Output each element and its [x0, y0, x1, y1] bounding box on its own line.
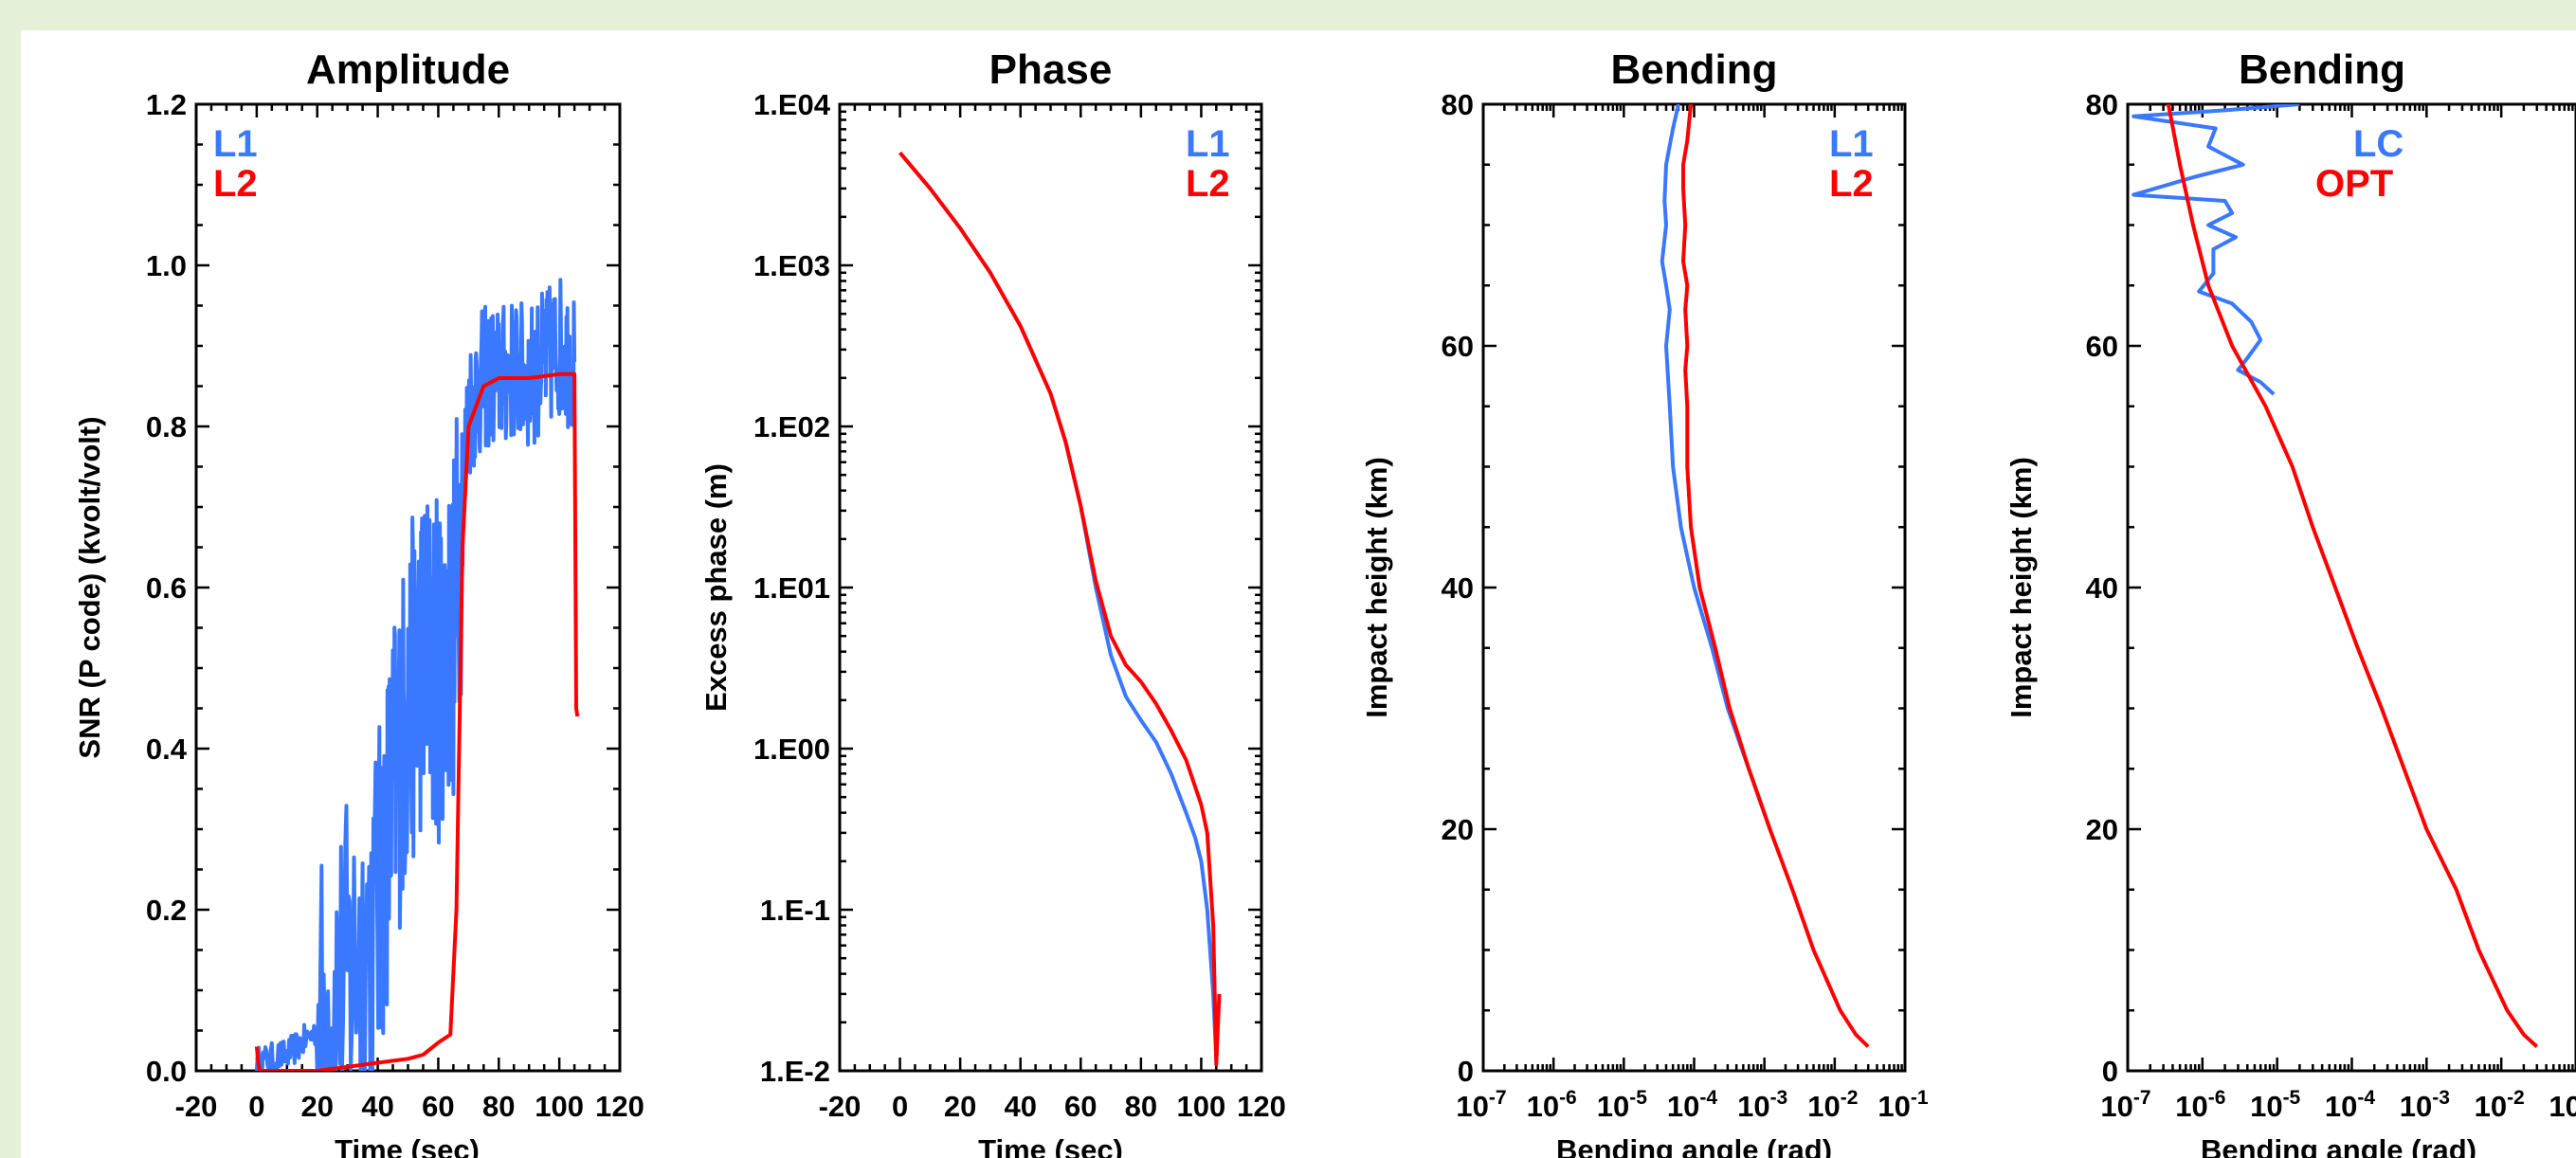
x-tick-label: 80: [482, 1090, 515, 1123]
x-tick-label: 120: [595, 1090, 644, 1123]
y-axis-label: Impact height (km): [2005, 457, 2038, 718]
y-axis-label: SNR (P code) (kvolt/volt): [73, 416, 106, 758]
x-tick-label: -20: [819, 1090, 862, 1123]
y-tick-label: 80: [1442, 88, 1474, 121]
y-tick-label: 20: [2086, 813, 2118, 846]
x-tick-label: 10-6: [1527, 1087, 1577, 1123]
x-tick-label: 10-1: [1878, 1087, 1928, 1123]
y-axis-label: Impact height (km): [1360, 457, 1393, 718]
chart-panel-4: Bending 10-7 10-6 10-5 10-4 10-3 10-2 10-1 0 20 40…: [2005, 46, 2576, 1158]
series-group: [1660, 104, 1870, 1048]
chart-title: Amplitude: [306, 46, 510, 93]
x-tick-label: 10-4: [1667, 1087, 1717, 1123]
y-tick-label: 0: [1458, 1055, 1474, 1088]
y-tick-label: 80: [2086, 88, 2118, 121]
x-tick-label: 40: [1004, 1090, 1036, 1123]
y-tick-label: 0: [2102, 1055, 2118, 1088]
legend-label-l1: L1: [1829, 123, 1874, 165]
chart-title: Bending: [1611, 46, 1778, 93]
x-tick-label: 0: [892, 1090, 908, 1123]
chart-panel-2: Phase -20 0 20 40 60 80 100 120 1.E-2 1.E-1 1.E00 1.…: [699, 46, 1286, 1158]
plot-frame: [838, 102, 1263, 1073]
legend-label-l2: L2: [1829, 163, 1874, 205]
x-tick-label: 10-3: [2400, 1087, 2450, 1123]
x-tick-label: 10-5: [1597, 1087, 1647, 1123]
x-tick-label: 0: [248, 1090, 264, 1123]
x-tick-label: 10-1: [2549, 1087, 2576, 1123]
x-tick-label: 80: [1125, 1090, 1157, 1123]
y-tick-label: 0.2: [146, 894, 187, 927]
series-line-lc: [2132, 104, 2300, 396]
x-tick-label: 120: [1237, 1090, 1286, 1123]
y-tick-label: 0.6: [146, 571, 187, 605]
x-tick-label: 100: [535, 1090, 584, 1123]
legend-label-l1: L1: [1186, 123, 1230, 165]
y-tick-label: 1.E04: [753, 88, 831, 121]
x-tick-label: 10-2: [2475, 1087, 2525, 1123]
x-tick-label: 10-7: [1456, 1087, 1506, 1123]
x-tick-label: 20: [944, 1090, 976, 1123]
series-line-l1: [1660, 104, 1772, 830]
x-axis-label: Time (sec): [335, 1133, 480, 1158]
chart-title: Phase: [989, 46, 1113, 93]
series-line-l2: [898, 151, 1222, 1066]
y-tick-label: 1.E-1: [760, 894, 830, 927]
y-tick-label: 1.E01: [753, 571, 830, 605]
y-tick-label: 20: [1442, 813, 1474, 846]
series-line-opt: [2166, 104, 2539, 1048]
x-axis-label: Bending angle (rad): [1556, 1133, 1832, 1158]
x-tick-label: 10-6: [2175, 1087, 2225, 1123]
x-tick-label: 10-3: [1737, 1087, 1787, 1123]
y-tick-label: 0.0: [146, 1055, 187, 1088]
legend-label-l2: L2: [1186, 163, 1230, 205]
y-tick-label: 40: [2086, 571, 2118, 605]
y-tick-label: 0.8: [146, 410, 187, 443]
y-tick-label: 1.2: [146, 88, 187, 121]
series-line-l2: [254, 371, 580, 1071]
series-line-l1: [254, 278, 577, 1071]
series-line-l2: [1681, 104, 1870, 1048]
y-tick-label: 60: [1442, 330, 1474, 363]
x-tick-label: 10-5: [2250, 1087, 2300, 1123]
y-tick-label: 1.E00: [753, 733, 830, 766]
y-tick-label: 1.0: [146, 249, 187, 282]
y-axis-label: Excess phase (m): [699, 463, 733, 712]
plot-frame: [2126, 102, 2576, 1073]
x-tick-label: 20: [300, 1090, 333, 1123]
chart-panel-1: Amplitude -20 0 20 40 60 80 100 120 0.0 0.2 0.4 0.6 0…: [73, 46, 644, 1158]
x-tick-label: 100: [1177, 1090, 1226, 1123]
y-tick-label: 0.4: [146, 733, 188, 766]
y-tick-label: 40: [1442, 571, 1474, 605]
series-group: [254, 278, 580, 1071]
series-line-l1: [898, 151, 1219, 1058]
x-tick-label: 40: [361, 1090, 393, 1123]
series-group: [2132, 104, 2539, 1048]
x-axis-label: Time (sec): [978, 1133, 1123, 1158]
x-tick-label: 10-4: [2325, 1087, 2375, 1123]
chart-panel-3: Bending 10-7 10-6 10-5 10-4 10-3 10-2 10-1 0 20 40…: [1360, 46, 1929, 1158]
chart-title: Bending: [2239, 46, 2405, 93]
legend-label-l1: L1: [213, 123, 258, 165]
legend-label-opt: OPT: [2315, 163, 2393, 205]
plot-frame: [194, 102, 622, 1073]
x-tick-label: 10-2: [1807, 1087, 1858, 1123]
y-tick-label: 1.E-2: [760, 1055, 830, 1088]
y-tick-label: 60: [2086, 330, 2118, 363]
x-tick-label: 60: [1064, 1090, 1097, 1123]
y-tick-label: 1.E03: [753, 249, 830, 282]
series-group: [898, 151, 1222, 1066]
x-tick-label: -20: [175, 1090, 218, 1123]
legend-label-lc: LC: [2353, 123, 2404, 165]
x-axis-label: Bending angle (rad): [2201, 1133, 2476, 1158]
x-tick-label: 60: [422, 1090, 454, 1123]
x-tick-label: 10-7: [2100, 1087, 2150, 1123]
legend-label-l2: L2: [213, 163, 258, 205]
y-tick-label: 1.E02: [753, 410, 830, 443]
